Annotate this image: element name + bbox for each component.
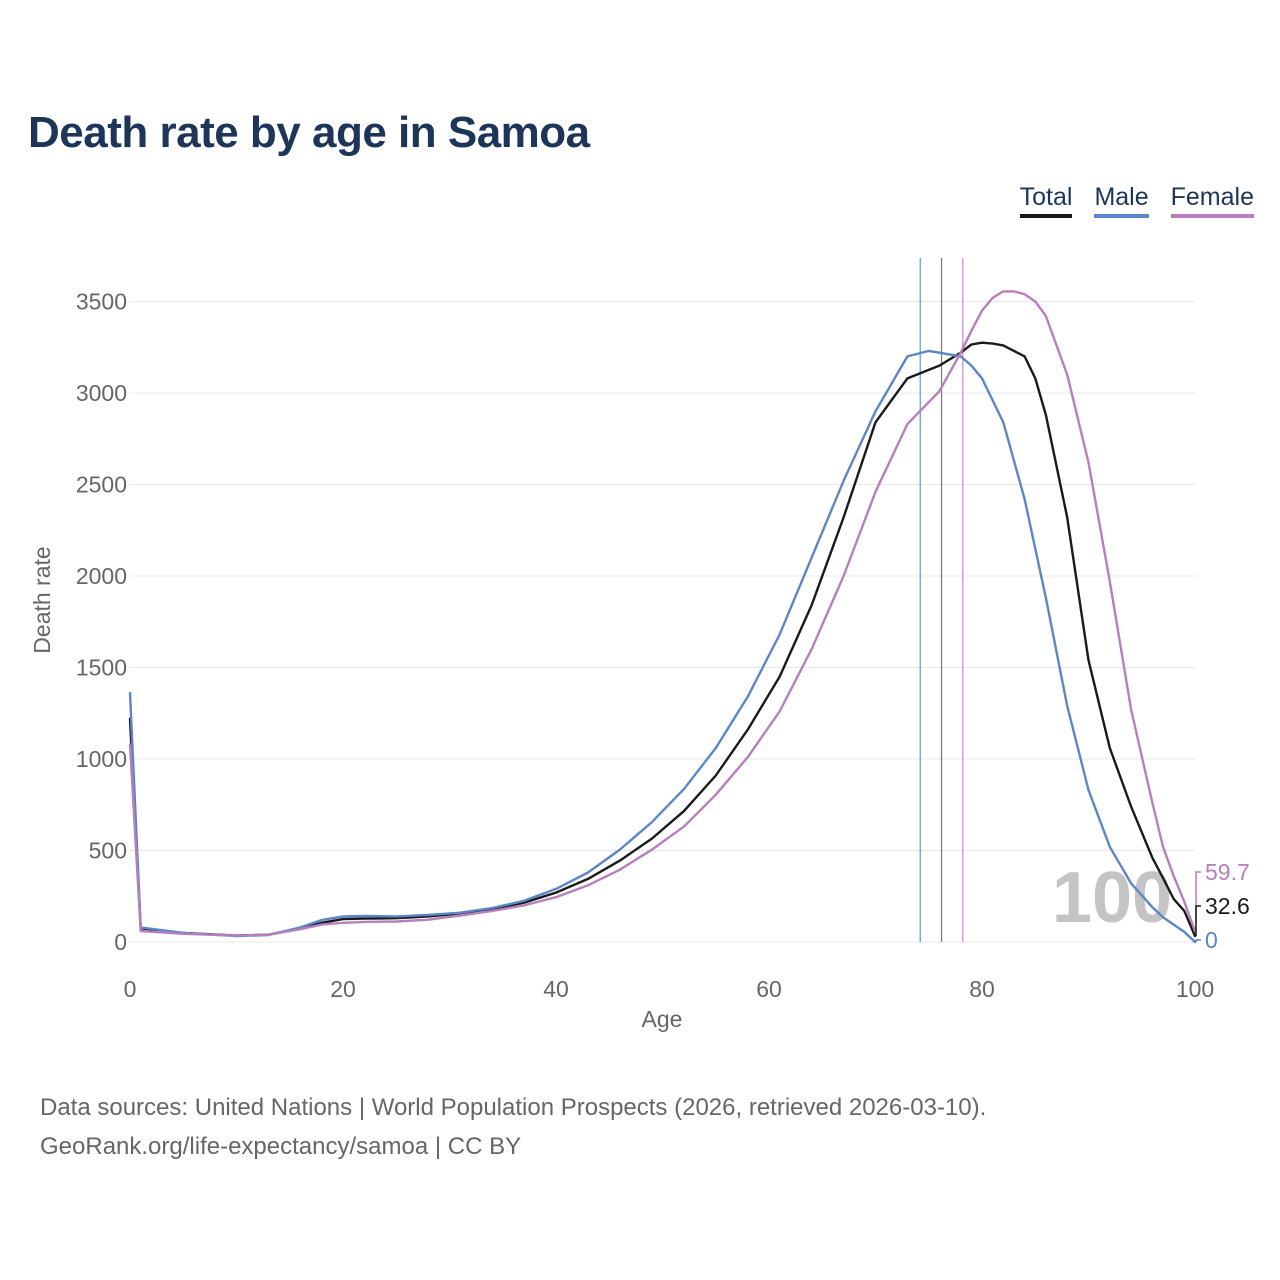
- end-label-male: 0: [1205, 927, 1218, 953]
- x-tick-label: 60: [756, 976, 782, 1002]
- series-line-male: [128, 349, 1197, 944]
- footer-link[interactable]: GeoRank.org/life-expectancy/samoa | CC B…: [40, 1133, 522, 1160]
- x-tick-label: 80: [969, 976, 995, 1002]
- y-tick-label: 1500: [76, 655, 127, 681]
- grid: [130, 301, 1195, 943]
- series-line-total: [128, 341, 1197, 938]
- footer-sources: Data sources: United Nations | World Pop…: [40, 1094, 987, 1121]
- legend: Total Male Female: [1019, 183, 1254, 218]
- y-tick-label: 2000: [76, 563, 127, 589]
- end-label-leader-male: [1195, 939, 1201, 942]
- y-tick-label: 0: [114, 929, 127, 955]
- y-tick-labels: 0 500 1000 1500 2000 2500 3000 3500: [76, 289, 127, 956]
- chart-title: Death rate by age in Samoa: [28, 108, 590, 157]
- end-label-female: 59.7: [1205, 859, 1250, 885]
- x-tick-label: 0: [124, 976, 137, 1002]
- series-line-female: [128, 290, 1197, 937]
- y-tick-label: 3000: [76, 380, 127, 406]
- y-tick-label: 500: [89, 838, 127, 864]
- y-tick-label: 1000: [76, 746, 127, 772]
- watermark-text: 100: [1052, 858, 1172, 938]
- y-tick-label: 2500: [76, 472, 127, 498]
- x-tick-label: 100: [1176, 976, 1214, 1002]
- x-tick-labels: 0 20 40 60 80 100: [124, 976, 1215, 1002]
- x-tick-label: 20: [330, 976, 356, 1002]
- end-labels: 59.7 32.6 0: [1195, 859, 1250, 953]
- series-lines: [128, 290, 1197, 944]
- x-tick-label: 40: [543, 976, 569, 1002]
- legend-total[interactable]: Total: [1019, 183, 1073, 218]
- x-axis-label: Age: [642, 1006, 683, 1032]
- end-label-leader-total: [1195, 905, 1201, 936]
- y-tick-label: 3500: [76, 289, 127, 315]
- legend-male[interactable]: Male: [1094, 183, 1149, 218]
- end-label-total: 32.6: [1205, 893, 1250, 919]
- legend-female[interactable]: Female: [1170, 183, 1254, 218]
- footer: Data sources: United Nations | World Pop…: [40, 1088, 986, 1166]
- y-axis-label: Death rate: [29, 546, 55, 653]
